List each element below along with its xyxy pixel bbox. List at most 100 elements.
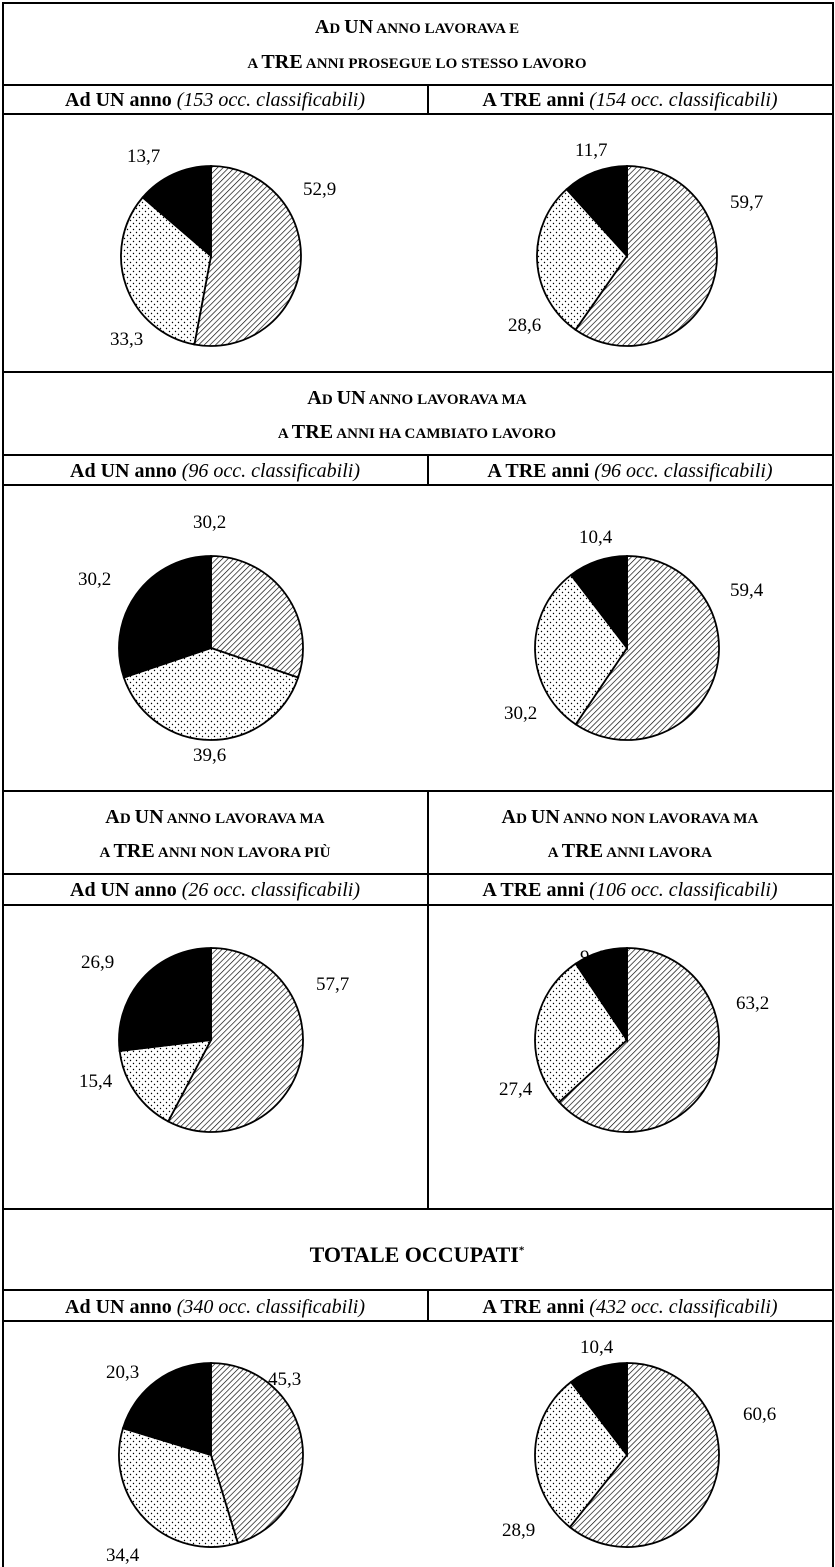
pie-1-label-black: 13,7 (127, 146, 161, 167)
rule (2, 790, 834, 792)
col-header-right-2: A TRE anni (96 occ. classificabili) (487, 460, 773, 482)
pie-slice-hatch (210, 1362, 304, 1545)
col-divider (427, 455, 429, 485)
frame-right (832, 2, 834, 1567)
pie-slice-dots (122, 647, 300, 741)
pie-6-label-hatch: 63,2 (736, 993, 770, 1014)
heading-text-segment: D (321, 392, 337, 408)
pie-slice-black (121, 1362, 212, 1457)
section-3-left-heading-line-1: AD UN ANNO LAVORAVA MA (105, 807, 324, 827)
col-header-left-3: Ad UN anno (26 occ. classificabili) (70, 879, 360, 901)
heading-text-segment: ANNI LAVORA (603, 845, 713, 861)
pie-slice-dots (534, 962, 629, 1104)
pie-slice-black (574, 947, 628, 1043)
pie-slice-dots (534, 1380, 629, 1529)
pie-3-label-black: 30,2 (78, 569, 112, 590)
pie-slice-hatch (574, 165, 718, 347)
heading-text-segment: UN (344, 16, 374, 38)
pie-slice-dots (534, 573, 629, 726)
pie-6-label-black: 9,4 (580, 947, 604, 968)
col-divider (427, 1290, 429, 1321)
heading-text-segment: ANNO LAVORAVA MA (365, 392, 527, 408)
heading-text-segment: ANNI NON LAVORA PIÙ (154, 845, 331, 861)
heading-text-segment: A (247, 56, 262, 72)
heading-text-segment: D (119, 811, 135, 827)
pie-5-label-dots: 15,4 (79, 1071, 113, 1092)
rule (2, 371, 834, 373)
pie-slice-dots (536, 187, 629, 332)
pie-slice-dots (118, 1038, 213, 1123)
pie-2-label-black: 11,7 (575, 140, 608, 161)
heading-text-segment: TRE (291, 421, 334, 443)
heading-text-segment: D (329, 21, 345, 37)
col-header-right-3: A TRE anni (106 occ. classificabili) (482, 879, 778, 901)
pie-slice-black (118, 555, 212, 679)
heading-text-segment: ANNO NON LAVORAVA MA (559, 811, 759, 827)
pie-4-label-dots: 30,2 (504, 703, 538, 724)
pie-2-label-dots: 28,6 (508, 315, 542, 336)
heading-text-segment: ANNI PROSEGUE LO STESSO LAVORO (302, 56, 587, 72)
heading-text-segment: TRE (261, 51, 303, 73)
pie-3-label-hatch: 30,2 (193, 512, 227, 533)
frame-top (2, 2, 834, 4)
rule (2, 873, 834, 875)
heading-text-segment: A (105, 806, 120, 828)
pie-slice-hatch (574, 555, 720, 741)
col-header-left-1: Ad UN anno (153 occ. classificabili) (65, 89, 365, 111)
pie-4-label-black: 10,4 (579, 527, 613, 548)
rule (2, 904, 834, 906)
pie-slice-dots (120, 196, 212, 346)
frame-left (2, 2, 4, 1567)
pie-slice-hatch (193, 165, 302, 347)
heading-text-segment: UN (530, 806, 560, 828)
pie-5-label-hatch: 57,7 (316, 974, 350, 995)
heading-text-segment: ANNO LAVORAVA MA (163, 811, 325, 827)
rule (2, 454, 834, 456)
col-divider (427, 791, 429, 1209)
pie-slice-black (569, 555, 628, 651)
heading-text-segment: A (99, 845, 114, 861)
pie-6-label-dots: 27,4 (499, 1079, 533, 1100)
section-4-heading: TOTALE OCCUPATI* (309, 1242, 525, 1267)
col-header-right-1: A TRE anni (154 occ. classificabili) (482, 89, 778, 111)
section-3-right-heading-line-2: A TRE ANNI LAVORA (548, 841, 712, 861)
heading-text-segment: ANNO LAVORAVA E (373, 21, 520, 37)
pie-slice-black (118, 947, 212, 1052)
pie-8-label-hatch: 60,6 (743, 1404, 777, 1425)
section-1-heading-line-2: A TRE ANNI PROSEGUE LO STESSO LAVORO (247, 52, 586, 72)
pie-slice-black (565, 165, 628, 259)
section-1-heading-line-1: AD UN ANNO LAVORAVA E (315, 17, 519, 37)
pie-2-label-hatch: 59,7 (730, 192, 764, 213)
pie-slice-hatch (210, 555, 304, 679)
pie-3-label-dots: 39,6 (193, 745, 227, 766)
heading-text-segment: A (547, 845, 562, 861)
pie-slice-black (569, 1362, 628, 1458)
pie-1-label-hatch: 52,9 (303, 179, 337, 200)
heading-text-segment: A (314, 16, 330, 38)
pie-slice-hatch (568, 1362, 720, 1548)
heading-text-segment: UN (134, 806, 164, 828)
col-divider (427, 85, 429, 114)
rule (2, 113, 834, 115)
col-header-left-4: Ad UN anno (340 occ. classificabili) (65, 1296, 365, 1318)
heading-text-segment: UN (336, 387, 366, 409)
rule (2, 484, 834, 486)
rule (2, 1289, 834, 1291)
rule (2, 1320, 834, 1322)
heading-text-segment: A (307, 387, 322, 409)
footnote-marker: * (518, 1244, 525, 1257)
section-3-left-heading-line-2: A TRE ANNI NON LAVORA PIÙ (99, 841, 330, 861)
rule (2, 1208, 834, 1210)
heading-text-segment: A (277, 426, 292, 442)
section-3-right-heading-line-1: AD UN ANNO NON LAVORAVA MA (502, 807, 759, 827)
pie-7-label-black: 20,3 (106, 1362, 140, 1383)
pie-7-label-dots: 34,4 (106, 1545, 140, 1566)
